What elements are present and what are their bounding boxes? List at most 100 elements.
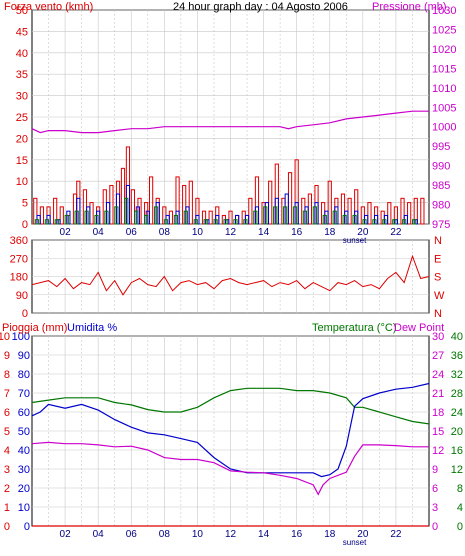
avg-wind-bar (54, 219, 59, 225)
avg-wind-bar (124, 197, 129, 225)
rain-axis-title: Pioggia (mm) (2, 322, 67, 334)
temperature-tick-label: 36 (451, 350, 463, 362)
humidity-tick-label: 10 (18, 502, 30, 514)
dewpoint-tick-label: 18 (432, 407, 444, 419)
avg-wind-bar (302, 210, 308, 225)
avg-wind-bar (253, 210, 258, 225)
direction-tick-label: 0 (22, 308, 28, 320)
wind-tick-label: 15 (16, 155, 28, 167)
wind-tick-label: 50 (16, 5, 28, 17)
rain-tick-label: 1 (4, 502, 10, 514)
dewpoint-tick-label: 0 (432, 521, 438, 533)
dewpoint-tick-label: 15 (432, 426, 444, 438)
temperature-tick-label: 8 (457, 483, 463, 495)
x-tick-label: 02 (60, 529, 72, 540)
wind-axis-title: Forza vento (kmh) (4, 1, 93, 13)
rain-tick-label: 6 (4, 407, 10, 419)
rain-tick-label: 4 (4, 445, 10, 457)
avg-wind-bar (144, 214, 149, 225)
pressure-tick-label: 975 (432, 219, 450, 231)
avg-wind-bar (114, 206, 119, 225)
pressure-tick-label: 1020 (432, 44, 456, 56)
wind-bar (420, 197, 425, 225)
pressure-tick-label: 1015 (432, 63, 456, 75)
avg-wind-bar (104, 210, 109, 225)
x-tick-label: 16 (291, 529, 303, 540)
dewpoint-line (31, 441, 429, 496)
humidity-tick-label: 100 (12, 331, 30, 343)
wind-bar (367, 202, 372, 225)
pressure-axis-title: Pressione (mb) (372, 1, 447, 13)
avg-wind-bar (362, 219, 367, 225)
x-tick-label: 14 (258, 227, 270, 238)
avg-wind-bar (372, 219, 377, 225)
wind-bar (149, 176, 154, 225)
wind-bar (59, 206, 64, 225)
temperature-tick-label: 32 (451, 369, 463, 381)
rain-tick-label: 5 (4, 426, 10, 438)
sunset-label: sunset (343, 236, 367, 245)
dewpoint-tick-label: 21 (432, 388, 444, 400)
rain-tick-label: 9 (4, 350, 10, 362)
axis-layer: 0510152025303540455097598098599099510001… (0, 5, 463, 547)
avg-wind-bar (64, 214, 69, 225)
direction-line (31, 254, 430, 296)
direction-tick-label: 90 (16, 290, 28, 302)
temperature-tick-label: 4 (457, 502, 463, 514)
dewpoint-tick-label: 24 (432, 369, 444, 381)
temperature-tick-label: 24 (451, 407, 463, 419)
dewpoint-tick-label: 30 (432, 331, 444, 343)
temperature-tick-label: 16 (451, 445, 463, 457)
pressure-tick-label: 1030 (432, 5, 456, 17)
humidity-tick-label: 0 (24, 521, 30, 533)
wind-bar (120, 167, 126, 225)
x-tick-label: 10 (192, 227, 204, 238)
avg-wind-bar (163, 219, 169, 225)
dewpoint-tick-label: 27 (432, 350, 444, 362)
x-tick-label: 22 (390, 227, 402, 238)
avg-wind-bar (153, 206, 159, 225)
x-tick-label: 20 (357, 227, 369, 238)
rain-tick-label: 3 (4, 464, 10, 476)
x-tick-label: 04 (93, 227, 105, 238)
x-tick-label: 10 (192, 529, 204, 540)
pressure-tick-label: 980 (432, 200, 450, 212)
avg-wind-bar (273, 206, 278, 225)
dewpoint-tick-label: 12 (432, 445, 444, 457)
avg-wind-bar (84, 210, 89, 225)
avg-wind-bar (312, 206, 317, 225)
avg-wind-bar (292, 206, 298, 225)
avg-wind-bar (243, 219, 248, 225)
compass-tick-label: N (434, 308, 442, 320)
x-tick-label: 08 (159, 529, 171, 540)
avg-wind-bar (392, 219, 397, 225)
temperature-line (31, 387, 430, 425)
humidity-tick-label: 70 (18, 388, 30, 400)
avg-wind-bar (134, 210, 139, 225)
avg-wind-bar (183, 210, 188, 225)
humidity-tick-label: 80 (18, 369, 30, 381)
avg-wind-bar (412, 219, 417, 225)
direction-tick-label: 270 (10, 253, 28, 265)
wind-tick-label: 40 (16, 48, 28, 60)
x-tick-label: 06 (126, 529, 138, 540)
wind-bar (407, 202, 412, 225)
avg-wind-bar (193, 219, 198, 225)
pressure-tick-label: 1010 (432, 83, 456, 95)
pressure-tick-label: 1025 (432, 24, 456, 36)
x-tick-label: 18 (324, 529, 336, 540)
avg-wind-bar (402, 219, 407, 225)
avg-wind-bar (203, 219, 208, 225)
rain-tick-label: 2 (4, 483, 10, 495)
avg-wind-bar (223, 219, 228, 225)
direction-tick-label: 180 (10, 272, 28, 284)
pressure-line (31, 110, 429, 134)
wind-bar (130, 189, 136, 225)
chart-title: 24 hour graph day : 04 Agosto 2006 (173, 1, 348, 13)
humidity-tick-label: 50 (18, 426, 30, 438)
avg-wind-bar (44, 219, 49, 225)
x-tick-label: 12 (225, 227, 237, 238)
avg-wind-bar (74, 210, 79, 225)
